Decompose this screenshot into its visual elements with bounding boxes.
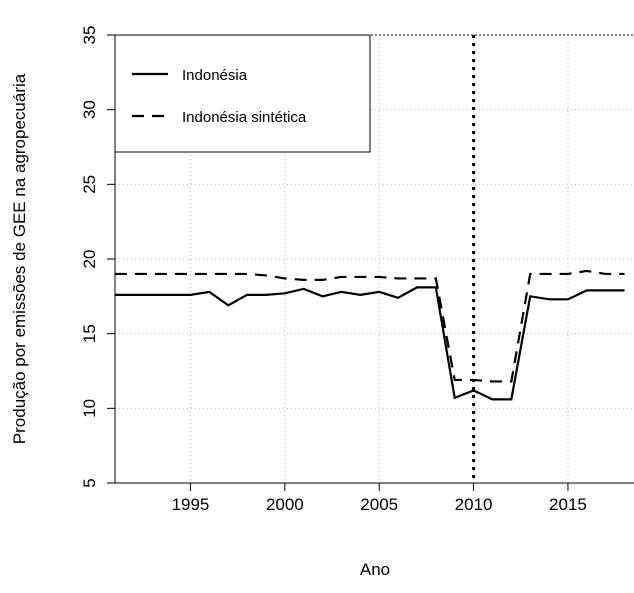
y-tick-label: 10 bbox=[80, 399, 99, 418]
legend-label: Indonésia sintética bbox=[182, 109, 307, 126]
y-tick-label: 5 bbox=[80, 478, 99, 487]
x-tick-label: 2000 bbox=[266, 495, 304, 514]
y-tick-label: 35 bbox=[80, 26, 99, 45]
y-axis-label: Produção por emissões de GEE na agropecu… bbox=[10, 73, 29, 444]
x-tick-label: 2010 bbox=[455, 495, 493, 514]
x-tick-label: 2005 bbox=[360, 495, 398, 514]
x-tick-label: 2015 bbox=[549, 495, 587, 514]
x-tick-label: 1995 bbox=[172, 495, 210, 514]
y-tick-label: 25 bbox=[80, 175, 99, 194]
y-tick-label: 20 bbox=[80, 250, 99, 269]
y-tick-label: 15 bbox=[80, 324, 99, 343]
legend-box bbox=[114, 34, 371, 153]
y-tick-label: 30 bbox=[80, 100, 99, 119]
line-series bbox=[115, 269, 625, 383]
legend-label: Indonésia bbox=[182, 67, 248, 84]
x-axis-label: Ano bbox=[360, 560, 390, 579]
line-series bbox=[115, 286, 625, 401]
